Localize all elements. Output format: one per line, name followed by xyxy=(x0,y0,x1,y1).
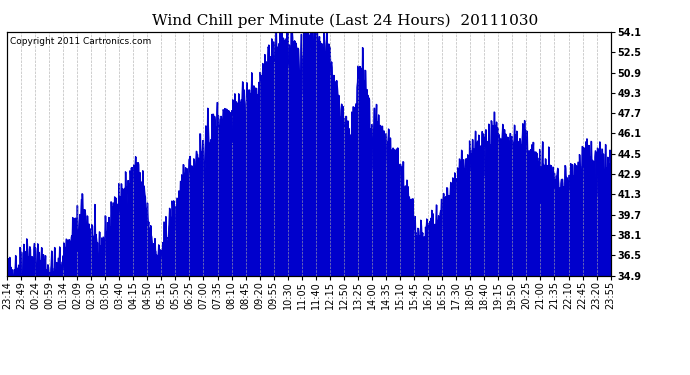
Text: Copyright 2011 Cartronics.com: Copyright 2011 Cartronics.com xyxy=(10,37,151,46)
Text: Wind Chill per Minute (Last 24 Hours)  20111030: Wind Chill per Minute (Last 24 Hours) 20… xyxy=(152,13,538,27)
